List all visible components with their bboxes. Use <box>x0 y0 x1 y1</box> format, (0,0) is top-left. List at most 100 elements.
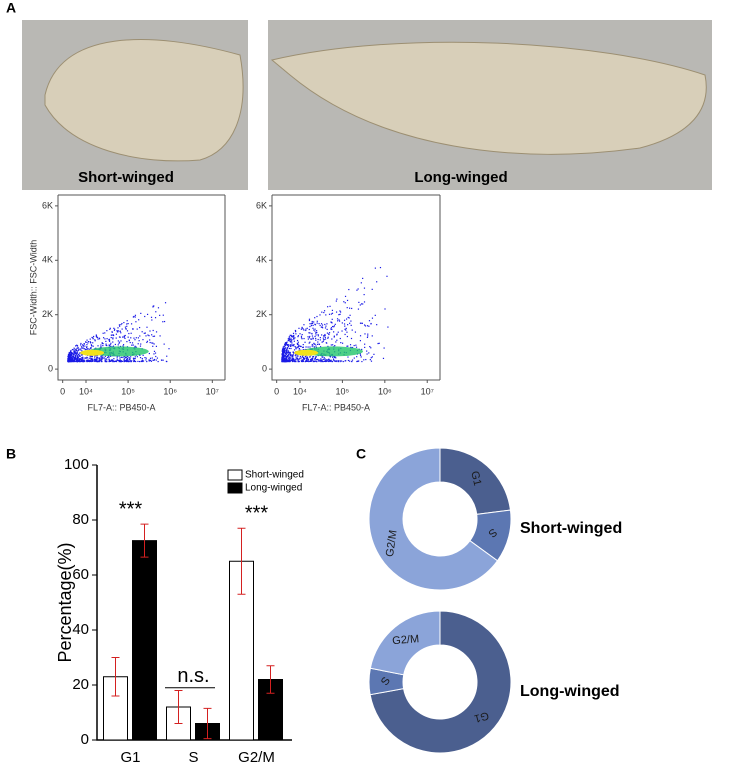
event-dot <box>149 330 151 332</box>
event-dot <box>89 360 92 362</box>
event-dot <box>291 360 294 362</box>
event-dot <box>326 342 328 344</box>
event-dot <box>374 314 376 316</box>
event-dot <box>289 341 292 343</box>
event-dot <box>331 338 333 340</box>
annotation: *** <box>119 498 143 520</box>
event-dot <box>72 360 74 362</box>
event-dot <box>76 356 79 359</box>
event-dot <box>132 316 134 318</box>
event-dot <box>88 359 90 362</box>
event-dot <box>112 338 114 340</box>
event-dot <box>283 347 285 349</box>
event-dot <box>305 360 308 362</box>
y-tick-label: 100 <box>64 456 89 473</box>
event-dot <box>79 358 81 360</box>
event-dot <box>121 328 123 330</box>
event-dot <box>132 328 134 330</box>
event-dot <box>117 344 119 346</box>
event-dot <box>76 345 79 347</box>
event-dot <box>108 339 110 341</box>
x-tick-label: 10⁷ <box>421 386 434 396</box>
event-dot <box>90 347 92 349</box>
event-dot <box>108 340 111 342</box>
event-dot <box>284 360 286 362</box>
event-dot <box>129 358 131 360</box>
event-dot <box>296 342 298 345</box>
event-dot <box>358 301 360 304</box>
x-tick-label: 10⁴ <box>79 386 93 396</box>
event-dot <box>152 345 154 347</box>
event-dot <box>366 350 368 352</box>
event-dot <box>95 357 98 359</box>
event-dot <box>82 357 84 359</box>
event-dot <box>320 326 322 328</box>
event-dot <box>387 326 389 328</box>
event-dot <box>384 308 386 310</box>
event-dot <box>95 334 97 336</box>
event-dot <box>81 353 83 356</box>
event-dot <box>142 360 144 363</box>
event-dot <box>109 344 112 346</box>
event-dot <box>75 359 77 361</box>
event-dot <box>84 357 86 359</box>
event-dot <box>343 319 346 321</box>
event-dot <box>97 357 99 359</box>
event-dot <box>313 360 315 362</box>
event-dot <box>102 345 104 347</box>
event-dot <box>144 332 146 334</box>
event-dot <box>153 358 156 361</box>
event-dot <box>323 335 325 337</box>
y-tick-label: 40 <box>72 621 89 638</box>
event-dot <box>79 354 81 356</box>
event-dot <box>80 349 82 351</box>
event-dot <box>288 357 291 359</box>
event-dot <box>347 316 349 319</box>
event-dot <box>76 359 78 361</box>
photo-label: Short-winged <box>78 169 174 186</box>
event-dot <box>151 334 153 336</box>
event-dot <box>132 357 135 359</box>
event-dot <box>340 342 342 344</box>
legend-label: Short-winged <box>245 470 304 481</box>
event-dot <box>114 328 116 330</box>
event-dot <box>119 357 121 359</box>
event-dot <box>81 360 83 363</box>
event-dot <box>292 354 294 356</box>
event-dot <box>148 335 150 337</box>
event-dot <box>89 359 91 362</box>
event-dot <box>376 281 378 283</box>
event-dot <box>376 324 378 326</box>
event-dot <box>106 359 108 361</box>
event-dot <box>359 322 362 324</box>
event-dot <box>353 357 355 359</box>
event-dot <box>124 337 126 340</box>
x-tick-label: G1 <box>120 749 140 766</box>
event-dot <box>377 342 379 345</box>
event-dot <box>293 358 295 360</box>
event-dot <box>288 344 290 346</box>
event-dot <box>79 352 81 354</box>
event-dot <box>324 323 326 326</box>
event-dot <box>302 349 304 351</box>
event-dot <box>78 359 80 361</box>
event-dot <box>315 356 317 358</box>
event-dot <box>104 359 106 361</box>
event-dot <box>287 359 289 362</box>
event-dot <box>141 357 143 360</box>
event-dot <box>88 348 90 350</box>
event-dot <box>283 355 285 358</box>
event-dot <box>79 348 81 350</box>
event-dot <box>294 337 296 339</box>
event-dot <box>111 331 113 333</box>
event-dot <box>293 335 295 337</box>
event-dot <box>331 318 333 320</box>
event-dot <box>79 360 82 363</box>
event-dot <box>138 326 141 329</box>
event-dot <box>120 323 122 326</box>
event-dot <box>91 359 94 361</box>
event-dot <box>155 345 158 347</box>
event-dot <box>152 306 154 308</box>
event-dot <box>130 360 132 363</box>
event-dot <box>133 359 135 361</box>
